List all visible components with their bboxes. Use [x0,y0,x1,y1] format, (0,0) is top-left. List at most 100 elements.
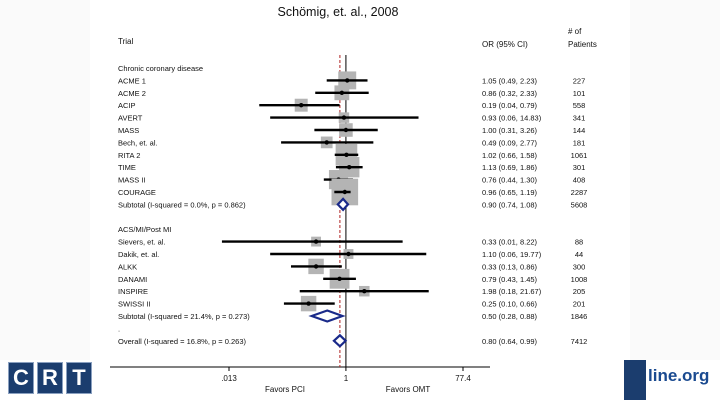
trial-label: COURAGE [118,188,156,197]
patients-count: 88 [575,238,583,247]
or-ci-text: 1.98 (0.18, 21.67) [482,287,542,296]
patients-count: 341 [573,114,586,123]
favors-pci-label: Favors PCI [265,385,305,394]
trial-label: ACME 2 [118,89,146,98]
or-ci-text: 0.90 (0.74, 1.08) [482,200,538,209]
point-estimate [346,251,351,257]
trial-label: TIME [118,163,136,172]
trial-label: ACME 1 [118,76,146,85]
subtotal-diamond [336,197,350,212]
patients-count: 101 [573,89,586,98]
point-estimate [339,90,345,96]
or-ci-text: 0.33 (0.13, 0.86) [482,262,538,271]
trial-label: AVERT [118,114,143,123]
point-estimate [343,127,349,133]
x-tick-label: 77.4 [455,374,471,383]
or-ci-text: 0.50 (0.28, 0.88) [482,312,538,321]
patients-count: 144 [573,126,586,135]
point-estimate [324,140,329,145]
group-heading: ACS/MI/Post MI [118,225,171,234]
or-ci-text: 1.10 (0.06, 19.77) [482,250,542,259]
or-ci-text: 0.86 (0.32, 2.33) [482,89,538,98]
or-ci-text: 0.25 (0.10, 0.66) [482,300,538,309]
favors-omt-label: Favors OMT [386,385,431,394]
overall-diamond [332,333,348,348]
trial-label: Bech, et. al. [118,138,158,147]
trial-label: SWISSI II [118,300,151,309]
crt-logo-letter: T [66,362,92,394]
x-axis: .013 1 77.4 Favors PCI Favors OMT [110,366,490,394]
patients-count: 7412 [571,337,588,346]
point-estimate [347,165,352,170]
x-tick-label: .013 [221,374,237,383]
patients-count: 1061 [571,151,588,160]
point-estimate [345,78,350,83]
x-tick-label: 1 [344,374,349,383]
trial-label: MASS [118,126,139,135]
group-heading: Chronic coronary disease [118,64,203,73]
or-ci-text: 0.79 (0.43, 1.45) [482,275,538,284]
subtotal-diamond [308,309,346,323]
or-ci-text: 0.80 (0.64, 0.99) [482,337,538,346]
patients-count: 300 [573,262,586,271]
trial-label: Sievers, et. al. [118,238,166,247]
or-ci-text: 1.00 (0.31, 3.26) [482,126,538,135]
point-estimate [313,264,319,269]
or-ci-text: 0.19 (0.04, 0.79) [482,101,538,110]
subtotal-label: Subtotal (I-squared = 0.0%, p = 0.862) [118,200,246,209]
patients-count: 205 [573,287,586,296]
patients-count: 2287 [571,188,588,197]
or-ci-text: 1.05 (0.49, 2.23) [482,76,538,85]
point-estimate [341,115,347,120]
left-margin [0,0,90,360]
plot-marks: Chronic coronary disease ACME 1 1.05 (0.49… [118,55,587,367]
subtotal-label: Subtotal (I-squared = 21.4%, p = 0.273) [118,312,250,321]
trial-label: MASS II [118,176,146,185]
header-trial: Trial [118,37,133,46]
patients-count: 558 [573,101,586,110]
or-ci-text: 0.49 (0.09, 2.77) [482,138,538,147]
point-estimate [306,301,311,306]
patients-count: 227 [573,76,586,85]
right-logo-mark [624,360,646,400]
patients-count: 44 [575,250,583,259]
point-estimate [299,103,304,108]
patients-count: 1008 [571,275,588,284]
point-estimate [313,239,319,244]
separator-dot: . [118,324,120,333]
or-ci-text: 0.96 (0.65, 1.19) [482,188,538,197]
trial-label: ALKK [118,262,137,271]
chart-panel [90,0,630,405]
patients-count: 1846 [571,312,588,321]
overall-label: Overall (I-squared = 16.8%, p = 0.263) [118,337,246,346]
patients-count: 408 [573,176,586,185]
trial-label: INSPIRE [118,287,148,296]
patients-count: 5608 [571,200,588,209]
crt-logo: C R T [8,362,92,394]
header-n-line1: # of [568,27,582,36]
point-estimate [337,276,342,281]
header-n-line2: Patients [568,40,597,49]
chart-title: Schömig, et. al., 2008 [278,5,399,19]
crt-logo-letter: R [37,362,63,394]
point-estimate [362,289,367,294]
right-margin [630,0,720,360]
header-or: OR (95% CI) [482,40,528,49]
or-ci-text: 1.13 (0.69, 1.86) [482,163,538,172]
trial-label: ACIP [118,101,136,110]
point-estimate [342,189,348,195]
or-ci-text: 0.76 (0.44, 1.30) [482,176,538,185]
online-logo-text: line.org [648,366,710,385]
or-ci-text: 0.33 (0.01, 8.22) [482,238,538,247]
or-ci-text: 1.02 (0.66, 1.58) [482,151,538,160]
patients-count: 201 [573,300,586,309]
trial-label: DANAMI [118,275,147,284]
trial-label: RITA 2 [118,151,140,160]
trial-label: Dakik, et. al. [118,250,159,259]
point-estimate [344,152,349,157]
or-ci-text: 0.93 (0.06, 14.83) [482,114,542,123]
patients-count: 301 [573,163,586,172]
patients-count: 181 [573,138,586,147]
